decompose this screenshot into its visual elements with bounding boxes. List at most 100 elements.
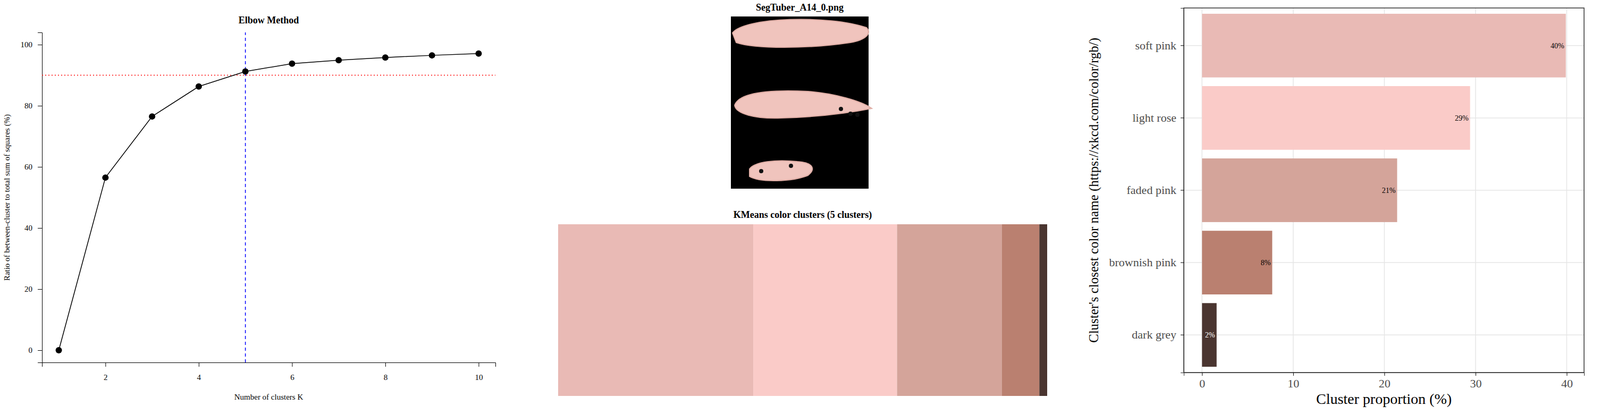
tick: 10 bbox=[474, 362, 483, 382]
tick-mark bbox=[1180, 262, 1184, 264]
tick: 8 bbox=[383, 362, 389, 382]
tick-label: light rose bbox=[1132, 111, 1177, 125]
data-point bbox=[475, 50, 482, 57]
tick: soft pink bbox=[1134, 38, 1184, 53]
image-title: SegTuber_A14_0.png bbox=[755, 2, 844, 13]
tick-mark bbox=[385, 362, 386, 367]
tick: dark grey bbox=[1131, 327, 1184, 342]
tick-mark bbox=[1293, 372, 1294, 376]
bar-segment bbox=[897, 224, 1002, 397]
tick: brownish pink bbox=[1109, 255, 1185, 269]
tick-label: 10 bbox=[1287, 376, 1300, 391]
tick-mark bbox=[37, 166, 42, 168]
tick-mark bbox=[478, 362, 479, 367]
tick: 80 bbox=[24, 101, 42, 111]
plot-background bbox=[1183, 7, 1585, 373]
tick-mark bbox=[37, 105, 42, 107]
tick-label: 100 bbox=[20, 40, 33, 49]
bar bbox=[1201, 158, 1397, 223]
plot-area bbox=[41, 32, 496, 363]
bar-chart: 40%29%21%8%2%010203040soft pinklight ros… bbox=[1086, 7, 1585, 408]
data-point bbox=[102, 174, 109, 181]
tuber-shape bbox=[749, 161, 813, 182]
axis: 2 4 6 8 10 bbox=[42, 362, 496, 382]
tick: 2 bbox=[103, 362, 108, 382]
tick-mark bbox=[1384, 372, 1385, 376]
y-axis-title: Cluster's closest color name (https://xk… bbox=[1086, 37, 1102, 343]
plot-frame bbox=[1183, 7, 1585, 373]
axis: 0 10 20 30 40 bbox=[1184, 372, 1585, 391]
reference-line bbox=[41, 74, 496, 77]
data-point bbox=[55, 347, 63, 354]
reference-line bbox=[245, 32, 247, 363]
x-axis-title: Cluster proportion (%) bbox=[1316, 390, 1452, 408]
tick: light rose bbox=[1132, 111, 1185, 125]
tick-label: 0 bbox=[28, 346, 33, 355]
tick-mark bbox=[105, 362, 106, 367]
data-label: 29% bbox=[1454, 114, 1469, 123]
tick-label: dark grey bbox=[1131, 327, 1177, 342]
tick-label: 20 bbox=[1378, 376, 1391, 391]
tick-label: brownish pink bbox=[1109, 255, 1177, 269]
tick-mark bbox=[37, 289, 42, 290]
tick: 20 bbox=[1378, 372, 1391, 391]
tuber-shape bbox=[732, 19, 869, 48]
tick-mark bbox=[37, 44, 42, 46]
data-point bbox=[335, 56, 342, 64]
axis: 0 20 40 60 80 100 bbox=[20, 32, 43, 364]
tick: 40 bbox=[1561, 372, 1573, 391]
axis-line bbox=[42, 363, 496, 368]
tick-mark bbox=[1201, 372, 1203, 376]
tick-label: 0 bbox=[1199, 376, 1206, 391]
tick-label: 10 bbox=[474, 373, 483, 382]
tick-mark bbox=[1180, 45, 1184, 46]
tick-label: 8 bbox=[383, 373, 389, 382]
tick-mark bbox=[1180, 190, 1184, 191]
tuber-shape bbox=[734, 90, 872, 119]
tuber-spot bbox=[788, 163, 794, 168]
tick-label: 40 bbox=[1561, 376, 1573, 391]
tick-mark bbox=[1566, 372, 1568, 376]
tick: faded pink bbox=[1126, 183, 1184, 197]
tick-label: 4 bbox=[197, 373, 202, 382]
data-point bbox=[195, 83, 202, 90]
axis-line bbox=[1180, 8, 1185, 374]
data-label: 8% bbox=[1260, 258, 1271, 267]
data-label: 21% bbox=[1382, 186, 1396, 195]
bar-segment bbox=[1039, 224, 1048, 397]
data-label: 40% bbox=[1550, 41, 1565, 50]
bar-segment bbox=[753, 224, 897, 397]
data-line bbox=[59, 53, 479, 351]
bar-segment bbox=[558, 224, 754, 397]
canvas: Elbow Method246810020406080100Number of … bbox=[0, 0, 1600, 414]
tick-label: 60 bbox=[24, 162, 33, 172]
tick-mark bbox=[198, 362, 200, 367]
tick-label: soft pink bbox=[1134, 38, 1177, 53]
tick: 100 bbox=[20, 40, 43, 49]
tuber-spot bbox=[855, 112, 860, 117]
tick-label: 20 bbox=[24, 284, 33, 294]
tick: 30 bbox=[1469, 372, 1482, 391]
bar bbox=[1201, 302, 1217, 367]
tick: 4 bbox=[197, 362, 202, 382]
grid-line bbox=[1183, 334, 1585, 336]
tick-label: 30 bbox=[1469, 376, 1482, 391]
tick-label: 2 bbox=[103, 373, 108, 382]
tuber-spot bbox=[759, 169, 764, 174]
tick: 10 bbox=[1287, 372, 1300, 391]
line-chart: Elbow Method246810020406080100Number of … bbox=[2, 14, 496, 402]
data-point bbox=[288, 60, 296, 67]
tick: 20 bbox=[24, 284, 42, 294]
tick-label: faded pink bbox=[1126, 183, 1177, 197]
tick-mark bbox=[1475, 372, 1477, 376]
image-panel: SegTuber_A14_0.png bbox=[730, 2, 872, 189]
axis-line bbox=[1184, 373, 1585, 377]
tick: 40 bbox=[24, 223, 42, 233]
chart-title: KMeans color clusters (5 clusters) bbox=[733, 209, 873, 221]
tick: 6 bbox=[290, 362, 295, 382]
bar bbox=[1201, 230, 1273, 295]
data-point bbox=[148, 113, 156, 120]
tick: 0 bbox=[28, 346, 43, 355]
stacked-bar-chart: KMeans color clusters (5 clusters) bbox=[558, 209, 1048, 397]
tick: 60 bbox=[24, 162, 42, 172]
